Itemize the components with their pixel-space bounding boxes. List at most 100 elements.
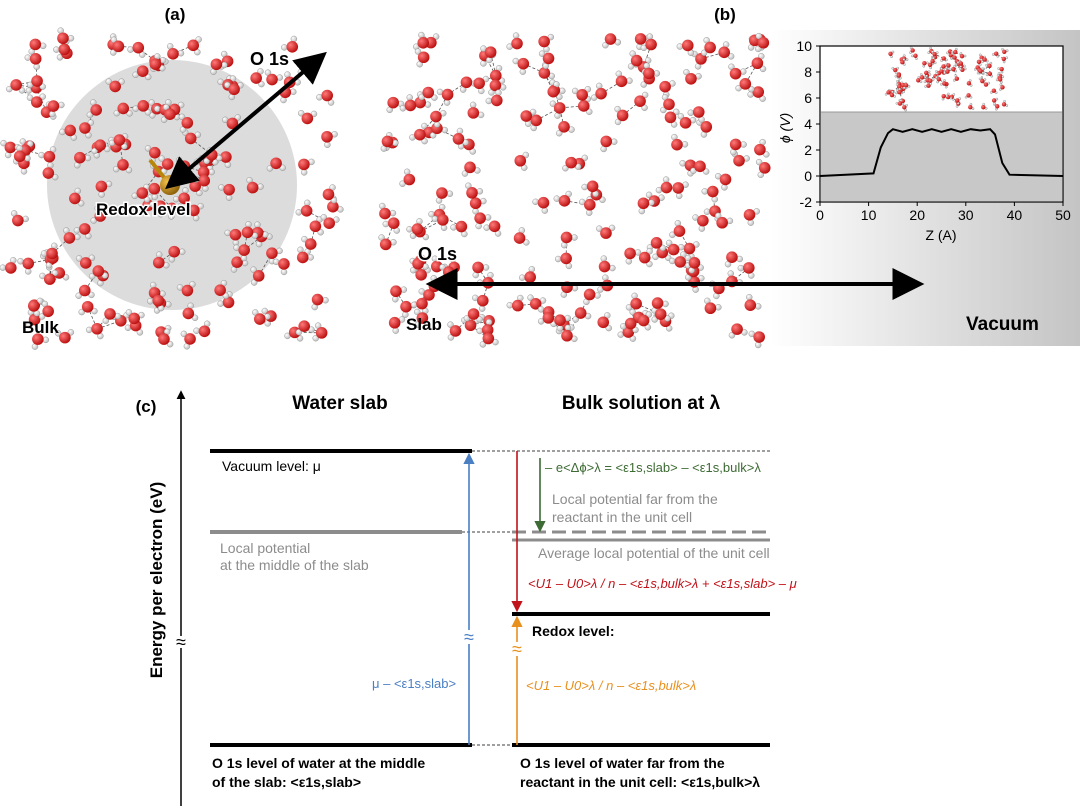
x-tick-label: 40 — [1007, 207, 1023, 223]
hydrogen-atom — [611, 138, 618, 145]
water-molecule — [687, 106, 705, 123]
hydrogen-atom — [903, 63, 906, 66]
water-molecule — [461, 161, 481, 177]
oxygen-atom — [481, 324, 494, 336]
hydrogen-atom — [51, 269, 59, 277]
hydrogen-atom — [433, 121, 441, 128]
oxygen-atom — [987, 71, 993, 76]
hydrogen-atom — [902, 86, 906, 90]
oxygen-atom — [634, 33, 647, 45]
oxygen-atom — [414, 128, 426, 141]
oxygen-atom — [897, 89, 902, 95]
hydrogen-atom — [67, 35, 75, 42]
water-molecule — [993, 103, 1000, 111]
water-molecule — [105, 78, 125, 93]
oxygen-atom — [733, 154, 745, 167]
hydrogen-atom — [608, 224, 616, 232]
water-molecule — [634, 91, 649, 111]
water-molecule — [298, 110, 318, 125]
oxygen-atom — [966, 93, 971, 98]
water-molecule — [902, 83, 911, 90]
oxygen-atom — [980, 78, 985, 84]
water-molecule — [968, 102, 975, 110]
hydrogen-atom — [312, 334, 319, 342]
water-molecule — [214, 279, 230, 299]
oxygen-atom — [404, 99, 417, 112]
water-molecule — [755, 158, 771, 178]
oxygen-atom — [229, 228, 242, 241]
panel-b-label: (b) — [714, 5, 736, 24]
oxygen-atom — [69, 192, 81, 205]
bulk-solution-title: Bulk solution at λ — [562, 393, 721, 414]
water-molecule — [406, 218, 424, 235]
hydrogen-atom — [26, 140, 34, 148]
water-molecule — [152, 251, 170, 269]
oxygen-atom — [29, 52, 42, 65]
hydrogen-atom — [165, 301, 172, 308]
water-molecule — [737, 262, 755, 279]
water-molecule — [149, 53, 166, 72]
oxygen-atom — [188, 204, 200, 217]
hydrogen-atom — [981, 60, 984, 64]
hydrogen-atom — [763, 151, 770, 158]
water-molecule — [976, 58, 983, 66]
hydrogen-atom — [440, 224, 448, 231]
hydrogen-atom — [0, 264, 7, 271]
water-molecule — [665, 239, 685, 256]
oxygen-atom — [995, 104, 1000, 109]
hydrogen-atom — [126, 110, 133, 117]
hydrogen-atom — [53, 46, 60, 53]
water-molecule — [380, 135, 399, 152]
oxygen-atom — [982, 57, 987, 62]
oxygen-atom — [719, 173, 732, 186]
oxygen-atom — [1001, 56, 1007, 62]
water-molecule — [748, 330, 765, 349]
oxygen-atom — [683, 242, 696, 255]
hydrogen-atom — [19, 138, 27, 145]
oxygen-atom — [59, 331, 71, 344]
hydrogen-atom — [715, 304, 722, 311]
hydrogen-atom — [295, 328, 303, 336]
water-molecule — [941, 93, 949, 101]
hydrogen-atom — [943, 79, 946, 82]
oxygen-atom — [896, 73, 902, 78]
water-molecule — [57, 27, 75, 45]
oxygen-atom — [488, 220, 501, 233]
oxygen-atom — [941, 56, 946, 61]
water-molecule — [597, 312, 612, 332]
water-molecule — [465, 182, 484, 199]
oxygen-atom — [104, 308, 116, 320]
hydrogen-atom — [414, 308, 421, 316]
hydrogen-atom — [572, 316, 579, 323]
oxygen-atom — [729, 67, 742, 80]
oxygen-atom — [583, 288, 596, 301]
potential-curve — [819, 128, 1064, 177]
water-molecule — [459, 76, 478, 93]
oxygen-atom — [565, 156, 577, 169]
water-molecule — [889, 90, 897, 98]
water-molecule — [1001, 47, 1009, 54]
water-molecule — [309, 216, 324, 236]
hydrogen-atom — [25, 268, 32, 275]
oxygen-atom — [178, 192, 190, 205]
water-molecule — [27, 297, 44, 317]
oxygen-atom — [651, 297, 664, 309]
hydrogen-atom — [954, 69, 958, 73]
hydrogen-atom — [703, 208, 711, 215]
water-molecule — [0, 257, 17, 274]
oxygen-atom — [298, 320, 311, 332]
oxygen-atom — [604, 33, 617, 45]
oxygen-atom — [754, 143, 766, 156]
oxygen-atom — [945, 69, 950, 74]
water-molecule — [512, 57, 530, 75]
hydrogen-atom — [653, 70, 661, 77]
hydrogen-atom — [950, 50, 954, 54]
water-molecule — [922, 61, 929, 68]
hydrogen-atom — [1000, 70, 1004, 74]
oxygen-atom — [79, 257, 92, 269]
hydrogen-atom — [895, 83, 899, 86]
bulk-label: Bulk — [22, 318, 59, 337]
water-molecule — [966, 79, 973, 87]
hydrogen-atom — [964, 95, 968, 99]
oxygen-atom — [542, 52, 555, 65]
